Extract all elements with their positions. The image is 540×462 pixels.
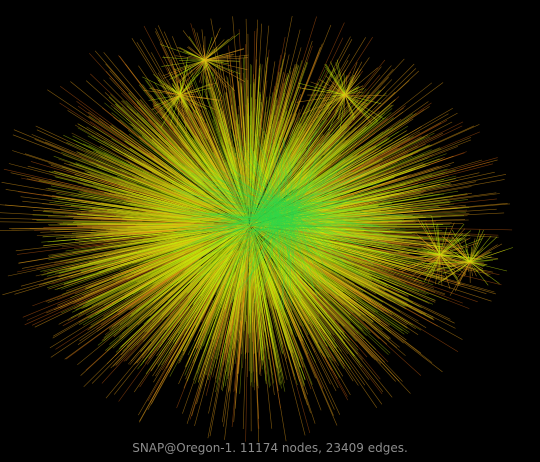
graph-caption: SNAP@Oregon-1. 11174 nodes, 23409 edges.: [132, 441, 408, 455]
graph-edges: [0, 15, 513, 443]
